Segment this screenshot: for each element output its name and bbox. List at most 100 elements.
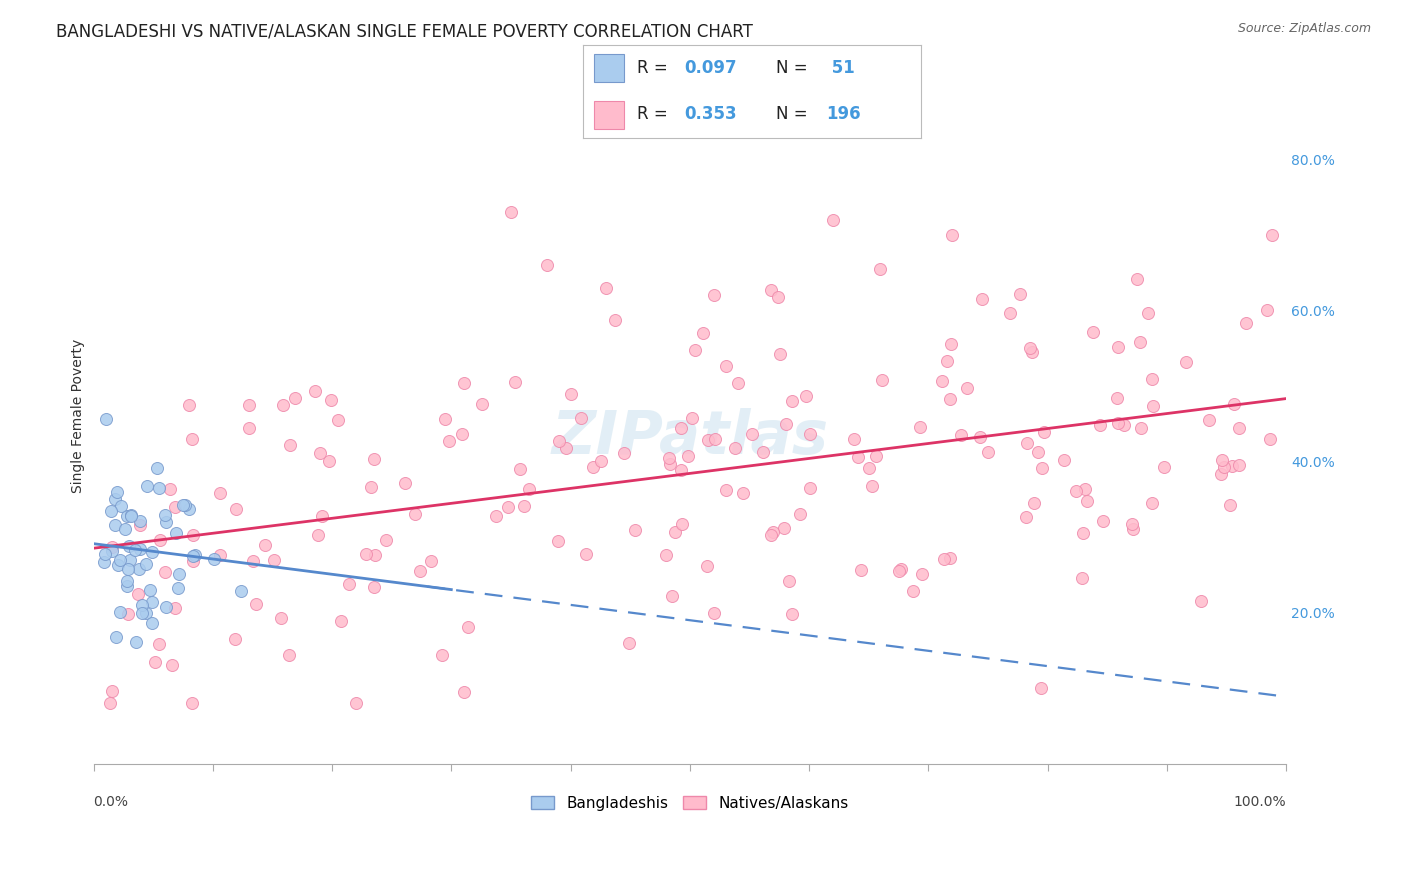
- Point: [714, 483, 737, 498]
- Point: [115, 579, 138, 593]
- Point: [1256, 302, 1278, 317]
- Point: [780, 607, 803, 622]
- Point: [536, 258, 558, 272]
- Point: [404, 507, 426, 521]
- Point: [453, 376, 475, 391]
- Point: [100, 504, 122, 518]
- Point: [869, 262, 891, 277]
- Point: [733, 486, 755, 500]
- Point: [1112, 417, 1135, 432]
- Point: [773, 521, 796, 535]
- Point: [270, 611, 292, 625]
- Point: [344, 697, 367, 711]
- Point: [437, 434, 460, 449]
- Point: [716, 359, 738, 373]
- Point: [153, 508, 176, 523]
- Point: [1140, 496, 1163, 510]
- Point: [509, 462, 531, 476]
- Point: [284, 391, 307, 405]
- Point: [1220, 458, 1243, 473]
- Point: [363, 580, 385, 594]
- Point: [141, 615, 163, 630]
- Point: [1092, 514, 1115, 528]
- Point: [503, 376, 526, 390]
- Point: [1234, 317, 1257, 331]
- Point: [1227, 458, 1250, 472]
- Point: [1258, 432, 1281, 446]
- Point: [337, 577, 360, 591]
- Point: [936, 354, 959, 368]
- Point: [613, 446, 636, 460]
- Point: [1175, 355, 1198, 369]
- Point: [671, 463, 693, 477]
- Point: [778, 574, 800, 588]
- Point: [117, 562, 139, 576]
- Point: [146, 461, 169, 475]
- Point: [939, 550, 962, 565]
- Point: [117, 607, 139, 621]
- Legend: Bangladeshis, Natives/Alaskans: Bangladeshis, Natives/Alaskans: [526, 791, 853, 815]
- Point: [860, 479, 883, 493]
- Point: [163, 500, 186, 514]
- Point: [762, 524, 785, 539]
- Point: [160, 658, 183, 673]
- Bar: [593, 101, 624, 129]
- Point: [858, 461, 880, 475]
- Point: [969, 430, 991, 444]
- Point: [148, 637, 170, 651]
- Point: [101, 543, 124, 558]
- Point: [180, 697, 202, 711]
- Point: [304, 384, 326, 399]
- Y-axis label: Single Female Poverty: Single Female Poverty: [72, 339, 86, 493]
- Point: [664, 524, 686, 539]
- Point: [224, 632, 246, 647]
- Point: [360, 480, 382, 494]
- Point: [1125, 271, 1147, 285]
- Text: 0.353: 0.353: [685, 105, 737, 123]
- Point: [939, 336, 962, 351]
- Point: [1088, 417, 1111, 432]
- Point: [659, 457, 682, 471]
- Point: [254, 538, 277, 552]
- Point: [676, 449, 699, 463]
- Point: [108, 553, 131, 567]
- Point: [1189, 593, 1212, 607]
- Point: [101, 540, 124, 554]
- Point: [1153, 460, 1175, 475]
- Point: [617, 636, 640, 650]
- Point: [141, 594, 163, 608]
- Point: [159, 482, 181, 496]
- Text: 100.0%: 100.0%: [1233, 795, 1286, 809]
- Point: [131, 598, 153, 612]
- Point: [724, 441, 747, 455]
- Point: [209, 548, 232, 562]
- Point: [671, 421, 693, 435]
- Point: [846, 450, 869, 464]
- Point: [789, 507, 811, 521]
- Text: ZIPatlas: ZIPatlas: [551, 408, 828, 467]
- Point: [141, 545, 163, 559]
- Point: [329, 614, 352, 628]
- Point: [131, 606, 153, 620]
- Point: [326, 413, 349, 427]
- Point: [1227, 421, 1250, 435]
- Point: [560, 386, 582, 401]
- Point: [949, 428, 972, 442]
- Point: [1211, 467, 1233, 482]
- Point: [741, 427, 763, 442]
- Text: 51: 51: [827, 59, 855, 77]
- Point: [1142, 371, 1164, 385]
- Point: [1081, 325, 1104, 339]
- Point: [181, 549, 204, 563]
- Point: [683, 343, 706, 357]
- Point: [1211, 453, 1233, 467]
- Point: [517, 482, 540, 496]
- Point: [782, 393, 804, 408]
- Point: [1107, 391, 1129, 405]
- Point: [799, 481, 821, 495]
- Point: [1010, 287, 1032, 301]
- Point: [135, 557, 157, 571]
- Point: [1031, 461, 1053, 475]
- Point: [135, 606, 157, 620]
- Point: [595, 281, 617, 295]
